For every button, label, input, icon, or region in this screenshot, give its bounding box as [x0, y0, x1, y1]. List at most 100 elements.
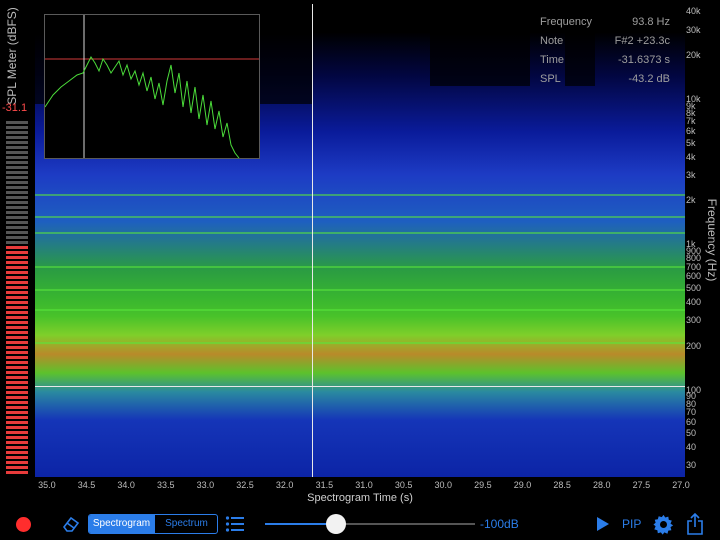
time-tick-label: 32.5 — [236, 480, 254, 490]
spl-meter-segment — [6, 311, 28, 314]
spl-meter-segment — [6, 271, 28, 274]
time-axis-title: Spectrogram Time (s) — [307, 492, 413, 504]
frequency-tick-label: 200 — [686, 340, 702, 351]
spl-meter-segment — [6, 386, 28, 389]
spl-meter-segment — [6, 466, 28, 469]
frequency-tick-label: 300 — [686, 315, 702, 326]
frequency-tick-label: 3k — [686, 169, 696, 180]
time-tick-label: 32.0 — [275, 480, 294, 490]
spl-meter-segment — [6, 136, 28, 139]
frequency-tick-label: 70 — [686, 407, 697, 418]
time-tick-label: 34.5 — [77, 480, 96, 490]
spl-meter-segment — [6, 381, 28, 384]
spl-meter-segment — [6, 166, 28, 169]
spl-meter-segment — [6, 286, 28, 289]
frequency-tick-label: 4k — [686, 151, 696, 162]
spl-meter-segment — [6, 196, 28, 199]
frequency-tick-label: 90 — [686, 391, 697, 402]
spl-meter-segment — [6, 341, 28, 344]
frequency-tick-label: 5k — [686, 137, 696, 148]
spl-meter-segment — [6, 201, 28, 204]
frequency-tick-label: 7k — [686, 116, 696, 127]
time-tick-label: 35.0 — [38, 480, 56, 490]
readout-spl: SPL -43.2 dB — [540, 73, 670, 85]
frequency-tick-label: 80 — [686, 398, 697, 409]
frequency-tick-label: 8k — [686, 107, 696, 118]
spl-meter-segment — [6, 326, 28, 329]
spl-meter-segment — [6, 356, 28, 359]
frequency-tick-label: 30 — [686, 460, 697, 471]
spl-meter-segment — [6, 391, 28, 394]
spl-meter-segment — [6, 256, 28, 259]
time-cursor-line[interactable] — [312, 4, 313, 477]
spl-meter-segment — [6, 436, 28, 439]
frequency-tick-label: 2k — [686, 195, 696, 206]
spl-meter-segment — [6, 411, 28, 414]
spl-meter-segment — [6, 176, 28, 179]
readout-note: Note F#2 +23.3c — [540, 35, 670, 47]
spl-meter-title: SPL Meter (dBFS) — [5, 7, 19, 105]
play-icon[interactable] — [596, 516, 610, 532]
pip-button[interactable]: PIP — [622, 517, 642, 531]
time-tick-label: 31.0 — [355, 480, 373, 490]
spl-meter-segment — [6, 421, 28, 424]
spl-meter-segment — [6, 221, 28, 224]
record-button[interactable] — [16, 517, 31, 532]
spl-meter-segment — [6, 426, 28, 429]
spectrogram-plot[interactable] — [35, 4, 685, 477]
spl-meter-segment — [6, 181, 28, 184]
time-tick-label: 34.0 — [117, 480, 135, 490]
frequency-tick-label: 60 — [686, 416, 697, 427]
slider-value-label: -100dB — [480, 517, 519, 531]
spl-meter-segment — [6, 216, 28, 219]
spl-meter-segment — [6, 241, 28, 244]
readout-frequency: Frequency 93.8 Hz — [540, 16, 670, 28]
spl-meter-segment — [6, 456, 28, 459]
share-icon[interactable] — [686, 513, 704, 535]
spl-meter-segment — [6, 451, 28, 454]
spl-meter-segment — [6, 396, 28, 399]
time-axis: 35.0 34.5 34.0 33.5 33.0 32.5 32.0 31.5 31.0 30.5… — [35, 478, 690, 492]
frequency-tick-label: 40k — [686, 6, 701, 17]
spl-meter-segment — [6, 291, 28, 294]
spectrum-inset[interactable] — [44, 14, 260, 159]
view-mode-segmented-control: Spectrogram Spectrum — [88, 514, 218, 534]
spl-meter-segment — [6, 461, 28, 464]
frequency-tick-label: 20k — [686, 50, 701, 61]
spl-meter-segment — [6, 346, 28, 349]
eraser-icon[interactable] — [62, 516, 80, 532]
frequency-tick-label: 30k — [686, 24, 701, 35]
spl-meter-segment — [6, 211, 28, 214]
frequency-cursor-line[interactable] — [35, 386, 685, 387]
spl-meter-segment — [6, 231, 28, 234]
frequency-axis-title: Frequency (Hz) — [705, 198, 719, 282]
spl-meter-segment — [6, 401, 28, 404]
tab-spectrum[interactable]: Spectrum — [154, 515, 217, 533]
tab-spectrogram[interactable]: Spectrogram — [89, 515, 154, 533]
spl-meter-segment — [6, 281, 28, 284]
slider-thumb[interactable] — [326, 514, 347, 534]
list-icon[interactable] — [225, 515, 245, 533]
spl-meter-segment — [6, 246, 28, 249]
frequency-tick-label: 6k — [686, 126, 696, 137]
time-tick-label: 28.0 — [593, 480, 611, 490]
gear-icon[interactable] — [653, 514, 674, 535]
spl-meter-segment — [6, 446, 28, 449]
spl-meter-segment — [6, 186, 28, 189]
slider-fill — [265, 523, 337, 525]
frequency-tick-label: 1k — [686, 239, 696, 250]
spl-meter-segment — [6, 206, 28, 209]
spl-meter-segment — [6, 316, 28, 319]
time-tick-label: 30.0 — [434, 480, 452, 490]
bottom-toolbar: Spectrogram Spectrum -100dB PIP — [0, 507, 720, 540]
frequency-tick-label: 800 — [686, 253, 702, 264]
frequency-tick-label: 40 — [686, 442, 697, 453]
time-tick-label: 30.5 — [394, 480, 413, 490]
spl-level-meter — [6, 118, 28, 476]
spl-meter-segment — [6, 471, 28, 474]
frequency-tick-label: 500 — [686, 282, 702, 293]
inset-spectrum-curve — [45, 56, 240, 158]
threshold-slider[interactable] — [265, 514, 475, 534]
time-tick-label: 33.0 — [196, 480, 215, 490]
frequency-tick-label: 900 — [686, 245, 702, 256]
